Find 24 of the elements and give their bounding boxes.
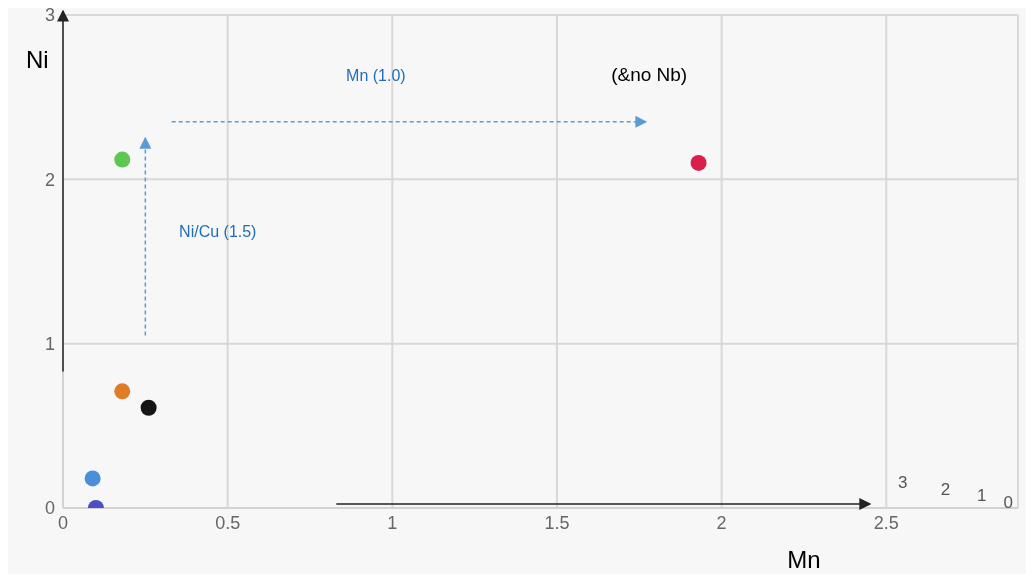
x-axis-title: Mn xyxy=(787,546,821,573)
x-tick-label: 2 xyxy=(716,512,727,533)
x-tick-label: 0 xyxy=(57,512,69,533)
x-tick-label: 1.5 xyxy=(544,512,570,533)
x-tick-label: 1 xyxy=(387,512,398,533)
point xyxy=(114,151,131,168)
y-axis-title: Ni xyxy=(26,46,49,73)
point xyxy=(114,383,131,400)
point xyxy=(690,154,707,171)
x-tick-label: 0.5 xyxy=(215,512,241,533)
y-tick-label: 0 xyxy=(44,498,55,519)
annotation: (&no Nb) xyxy=(611,63,688,85)
point xyxy=(84,470,101,487)
y-tick-label: 2 xyxy=(44,169,55,190)
annotation: 0 xyxy=(1003,493,1013,512)
annotation: Mn (1.0) xyxy=(346,66,406,84)
y-tick-label: 3 xyxy=(44,5,55,26)
point xyxy=(140,399,157,416)
y-tick-label: 1 xyxy=(44,334,55,355)
annotation: 2 xyxy=(940,479,951,499)
annotation: 1 xyxy=(977,486,987,506)
x-tick-label: 2.5 xyxy=(873,512,899,533)
annotation: Ni/Cu (1.5) xyxy=(179,222,257,240)
annotation: 3 xyxy=(898,473,908,493)
